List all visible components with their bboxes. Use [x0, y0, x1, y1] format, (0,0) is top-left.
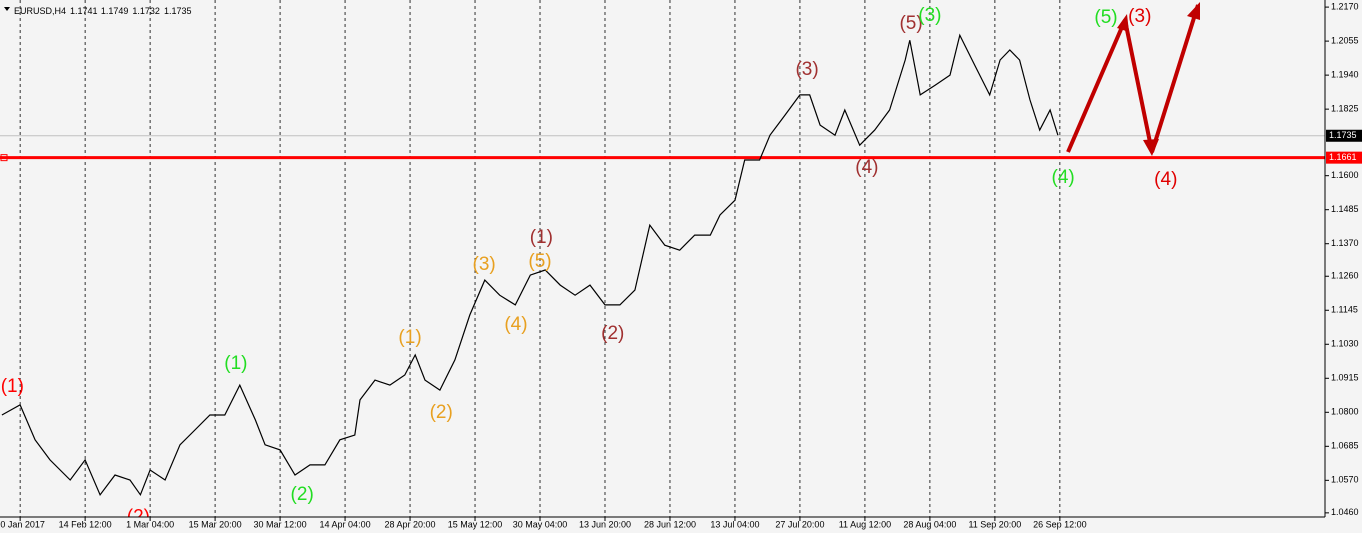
y-tick-label: 1.1485 [1331, 204, 1359, 214]
y-tick-label: 1.1260 [1331, 271, 1359, 281]
y-tick-label: 1.0915 [1331, 373, 1359, 383]
wave-label: (2) [430, 402, 453, 423]
wave-label: (5) [528, 251, 551, 272]
wave-label: (2) [291, 484, 314, 505]
x-tick-label: 15 Mar 20:00 [189, 519, 242, 529]
y-tick-label: 1.1145 [1331, 305, 1358, 315]
wave-label: (3) [1128, 6, 1151, 27]
x-tick-label: 26 Sep 12:00 [1033, 519, 1087, 529]
x-tick-label: 28 Jun 12:00 [644, 519, 696, 529]
y-tick-label: 1.2170 [1331, 1, 1359, 11]
y-tick-label: 1.0800 [1331, 407, 1359, 417]
y-tick-label: 1.1370 [1331, 238, 1359, 248]
level-handle [0, 154, 8, 162]
x-tick-label: 13 Jun 20:00 [579, 519, 631, 529]
y-tick-label: 1.1825 [1331, 104, 1359, 114]
ohlc-value: 1.1735 [164, 6, 192, 16]
x-tick-label: 30 Mar 12:00 [254, 519, 307, 529]
ohlc-value: 1.1741 [70, 6, 98, 16]
x-tick-label: 11 Sep 20:00 [968, 519, 1021, 529]
x-tick-label: 14 Apr 04:00 [320, 519, 371, 529]
wave-label: (4) [1052, 167, 1075, 188]
x-tick-label: 14 Feb 12:00 [59, 519, 112, 529]
symbol: EURUSD,H4 [14, 6, 66, 16]
y-tick-label: 1.0460 [1331, 507, 1359, 517]
x-tick-label: 30 May 04:00 [513, 519, 568, 529]
y-tick-label: 1.2055 [1331, 35, 1359, 45]
y-tick-label: 1.1030 [1331, 339, 1359, 349]
price-label: 1.1735 [1329, 130, 1357, 140]
x-tick-label: 13 Jul 04:00 [710, 519, 759, 529]
x-tick-label: 15 May 12:00 [448, 519, 503, 529]
wave-label: (1) [224, 353, 247, 374]
price-line-series [1, 33, 1059, 497]
x-tick-label: 27 Jul 20:00 [775, 519, 824, 529]
arrow-head [1117, 2, 1200, 156]
chart-header: EURUSD,H4 1.1741 1.1749 1.1732 1.1735 [14, 6, 191, 16]
wave-label: (4) [504, 314, 527, 335]
x-tick-label: 11 Aug 12:00 [839, 519, 891, 529]
y-tick-label: 1.0685 [1331, 441, 1359, 451]
y-tick-label: 1.1940 [1331, 69, 1359, 79]
wave-label: (4) [1154, 169, 1177, 190]
wave-label: (4) [855, 157, 878, 178]
x-tick-label: 28 Apr 20:00 [385, 519, 436, 529]
level-label: 1.1661 [1329, 152, 1357, 162]
price-label-box [1326, 129, 1362, 142]
wave-label: (2) [127, 506, 150, 527]
x-tick-label: 30 Jan 2017 [0, 519, 45, 529]
header-icon [4, 7, 10, 11]
wave-label: (2) [601, 323, 624, 344]
y-tick-label: 1.1600 [1331, 170, 1359, 180]
wave-label: (5) [899, 13, 922, 34]
grid [19, 0, 1061, 517]
wave-label: (1) [398, 327, 421, 348]
y-tick-label: 1.0570 [1331, 475, 1359, 485]
ohlc-value: 1.1732 [132, 6, 160, 16]
plot-area: (1) (2) (1) (2) (1) (2) (3) (4) (5) (1) (2) (3) (4) (… [0, 5, 1325, 527]
level-label-box [1326, 151, 1362, 164]
wave-label: (3) [795, 59, 818, 80]
x-tick-label: 1 Mar 04:00 [126, 519, 174, 529]
x-tick-label: 28 Aug 04:00 [903, 519, 956, 529]
wave-label: (1) [1, 376, 24, 397]
wave-label: (3) [473, 254, 496, 275]
wave-label: (5) [1094, 7, 1117, 28]
ohlc-value: 1.1749 [101, 6, 129, 16]
wave-label: (3) [918, 5, 941, 26]
wave-label: (1) [530, 227, 553, 248]
